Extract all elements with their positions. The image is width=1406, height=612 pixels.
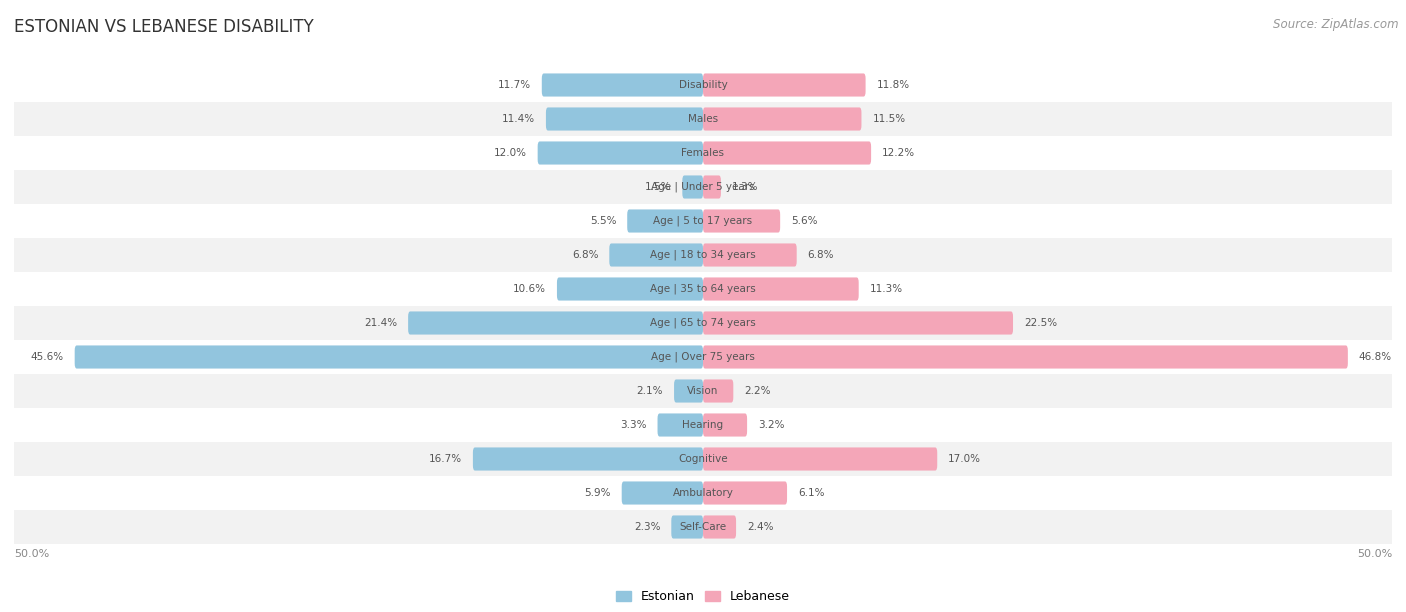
Text: 22.5%: 22.5% <box>1024 318 1057 328</box>
FancyBboxPatch shape <box>75 345 703 368</box>
Text: Females: Females <box>682 148 724 158</box>
FancyBboxPatch shape <box>703 176 721 198</box>
FancyBboxPatch shape <box>546 108 703 130</box>
Text: 16.7%: 16.7% <box>429 454 463 464</box>
Text: 10.6%: 10.6% <box>513 284 546 294</box>
Bar <box>14 68 1392 102</box>
Text: Ambulatory: Ambulatory <box>672 488 734 498</box>
Text: 1.5%: 1.5% <box>645 182 671 192</box>
Text: Age | 65 to 74 years: Age | 65 to 74 years <box>650 318 756 328</box>
FancyBboxPatch shape <box>703 447 938 471</box>
Bar <box>14 374 1392 408</box>
FancyBboxPatch shape <box>703 73 866 97</box>
FancyBboxPatch shape <box>621 482 703 504</box>
FancyBboxPatch shape <box>609 244 703 267</box>
Text: 2.3%: 2.3% <box>634 522 661 532</box>
FancyBboxPatch shape <box>703 277 859 300</box>
FancyBboxPatch shape <box>557 277 703 300</box>
FancyBboxPatch shape <box>408 312 703 335</box>
Text: 5.6%: 5.6% <box>792 216 818 226</box>
Text: 12.2%: 12.2% <box>882 148 915 158</box>
Text: Cognitive: Cognitive <box>678 454 728 464</box>
FancyBboxPatch shape <box>703 244 797 267</box>
Text: 3.2%: 3.2% <box>758 420 785 430</box>
FancyBboxPatch shape <box>703 141 872 165</box>
Text: 6.8%: 6.8% <box>807 250 834 260</box>
Text: 11.3%: 11.3% <box>870 284 903 294</box>
FancyBboxPatch shape <box>627 209 703 233</box>
Text: 11.8%: 11.8% <box>876 80 910 90</box>
Text: Disability: Disability <box>679 80 727 90</box>
Text: 2.1%: 2.1% <box>637 386 664 396</box>
Text: 21.4%: 21.4% <box>364 318 396 328</box>
FancyBboxPatch shape <box>658 414 703 436</box>
Bar <box>14 170 1392 204</box>
Bar <box>14 204 1392 238</box>
FancyBboxPatch shape <box>673 379 703 403</box>
FancyBboxPatch shape <box>703 515 737 539</box>
Bar <box>14 476 1392 510</box>
Text: Age | 18 to 34 years: Age | 18 to 34 years <box>650 250 756 260</box>
FancyBboxPatch shape <box>703 379 734 403</box>
Text: Source: ZipAtlas.com: Source: ZipAtlas.com <box>1274 18 1399 31</box>
Bar <box>14 510 1392 544</box>
Text: Vision: Vision <box>688 386 718 396</box>
Text: 5.9%: 5.9% <box>583 488 610 498</box>
FancyBboxPatch shape <box>537 141 703 165</box>
Text: Self-Care: Self-Care <box>679 522 727 532</box>
Text: Age | 5 to 17 years: Age | 5 to 17 years <box>654 216 752 226</box>
Text: 2.2%: 2.2% <box>744 386 770 396</box>
Text: 5.5%: 5.5% <box>589 216 616 226</box>
Text: 6.8%: 6.8% <box>572 250 599 260</box>
Bar <box>14 306 1392 340</box>
Text: 46.8%: 46.8% <box>1358 352 1392 362</box>
Text: Age | 35 to 64 years: Age | 35 to 64 years <box>650 284 756 294</box>
Text: 11.7%: 11.7% <box>498 80 531 90</box>
FancyBboxPatch shape <box>703 312 1014 335</box>
Bar <box>14 340 1392 374</box>
Bar <box>14 102 1392 136</box>
Bar <box>14 442 1392 476</box>
Text: 45.6%: 45.6% <box>31 352 63 362</box>
Text: 50.0%: 50.0% <box>1357 549 1392 559</box>
Text: 2.4%: 2.4% <box>747 522 773 532</box>
Text: Age | Over 75 years: Age | Over 75 years <box>651 352 755 362</box>
Bar <box>14 136 1392 170</box>
Text: 6.1%: 6.1% <box>799 488 824 498</box>
FancyBboxPatch shape <box>671 515 703 539</box>
Text: 12.0%: 12.0% <box>494 148 527 158</box>
Text: Hearing: Hearing <box>682 420 724 430</box>
FancyBboxPatch shape <box>472 447 703 471</box>
FancyBboxPatch shape <box>703 209 780 233</box>
Bar <box>14 238 1392 272</box>
FancyBboxPatch shape <box>703 345 1348 368</box>
Text: Males: Males <box>688 114 718 124</box>
Text: Age | Under 5 years: Age | Under 5 years <box>651 182 755 192</box>
Text: 11.5%: 11.5% <box>873 114 905 124</box>
Text: 3.3%: 3.3% <box>620 420 647 430</box>
Bar <box>14 272 1392 306</box>
Text: 11.4%: 11.4% <box>502 114 534 124</box>
FancyBboxPatch shape <box>703 414 747 436</box>
Text: ESTONIAN VS LEBANESE DISABILITY: ESTONIAN VS LEBANESE DISABILITY <box>14 18 314 36</box>
Text: 50.0%: 50.0% <box>14 549 49 559</box>
Text: 17.0%: 17.0% <box>948 454 981 464</box>
Bar <box>14 408 1392 442</box>
FancyBboxPatch shape <box>541 73 703 97</box>
Legend: Estonian, Lebanese: Estonian, Lebanese <box>612 585 794 608</box>
Text: 1.3%: 1.3% <box>733 182 758 192</box>
FancyBboxPatch shape <box>682 176 703 198</box>
FancyBboxPatch shape <box>703 108 862 130</box>
FancyBboxPatch shape <box>703 482 787 504</box>
